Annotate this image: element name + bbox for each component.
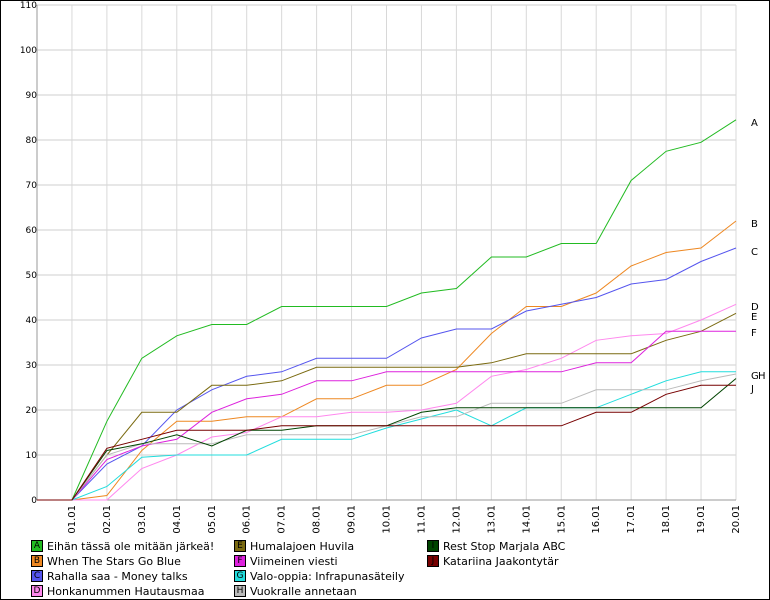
y-tick-label: 100 — [20, 46, 37, 56]
legend-swatch: A — [31, 540, 43, 552]
x-tick-label: 12.01 — [451, 505, 462, 534]
end-label-a: A — [751, 118, 758, 129]
x-tick-label: 01.01 — [67, 505, 78, 534]
legend-label: Katariina Jaakontytär — [443, 554, 559, 568]
legend-item-c: C Rahalla saa - Money talks — [31, 569, 188, 583]
legend-item-f: F Viimeinen viesti — [234, 554, 338, 568]
legend-swatch: G — [234, 570, 246, 582]
x-tick-label: 08.01 — [312, 505, 323, 534]
legend-label: When The Stars Go Blue — [47, 554, 181, 568]
x-tick-label: 15.01 — [556, 505, 567, 534]
end-label-f: F — [751, 328, 757, 339]
y-tick-label: 0 — [31, 496, 37, 506]
y-tick-label: 30 — [26, 361, 38, 371]
y-tick-label: 60 — [26, 226, 38, 236]
y-tick-label: 90 — [26, 91, 38, 101]
x-tick-label: 07.01 — [277, 505, 288, 534]
legend-swatch: B — [31, 555, 43, 567]
x-tick-label: 19.01 — [696, 505, 707, 534]
legend-swatch: F — [234, 555, 246, 567]
legend-label: Eihän tässä ole mitään järkeä! — [47, 539, 215, 553]
y-tick-label: 110 — [20, 1, 37, 11]
legend-label: Vuokralle annetaan — [250, 584, 357, 598]
x-tick-label: 10.01 — [382, 505, 393, 534]
legend-item-i: I Rest Stop Marjala ABC — [427, 539, 565, 553]
x-tick-label: 18.01 — [661, 505, 672, 534]
series-line-g — [37, 371, 736, 501]
x-tick-label: 17.01 — [626, 505, 637, 534]
x-tick-label: 20.01 — [731, 505, 742, 534]
legend-swatch: E — [234, 540, 246, 552]
legend-item-j: J Katariina Jaakontytär — [427, 554, 558, 568]
legend-label: Humalajoen Huvila — [250, 539, 355, 553]
legend-label: Valo-oppia: Infrapunasäteily — [250, 569, 405, 583]
legend-label: Honkanummen Hautausmaa — [47, 584, 205, 598]
legend-label: Viimeinen viesti — [250, 554, 338, 568]
legend-swatch: H — [234, 585, 246, 597]
legend-item-a: A Eihän tässä ole mitään järkeä! — [31, 539, 214, 553]
end-label-j: J — [750, 384, 754, 395]
series-line-e — [37, 312, 737, 501]
legend-item-g: G Valo-oppia: Infrapunasäteily — [234, 569, 404, 583]
end-label-e: E — [751, 312, 757, 323]
legend-item-b: B When The Stars Go Blue — [31, 554, 181, 568]
legend-swatch: C — [31, 570, 43, 582]
x-tick-label: 05.01 — [207, 505, 218, 534]
end-label-d: D — [751, 302, 759, 313]
y-tick-label: 10 — [26, 451, 38, 461]
y-tick-label: 80 — [26, 136, 38, 146]
legend-label: Rest Stop Marjala ABC — [443, 539, 566, 553]
y-tick-label: 70 — [26, 181, 38, 191]
legend-swatch: I — [427, 540, 439, 552]
x-tick-label: 06.01 — [242, 505, 253, 534]
x-tick-label: 11.01 — [416, 505, 427, 534]
legend-item-d: D Honkanummen Hautausmaa — [31, 584, 204, 598]
series-line-j — [37, 384, 736, 501]
x-tick-label: 16.01 — [591, 505, 602, 534]
line-chart: 0 10 20 30 40 50 60 70 80 90 100 110 01.01 02.01 03.01… — [20, 1, 766, 534]
legend-swatch: J — [427, 555, 439, 567]
end-label-b: B — [751, 219, 758, 230]
x-tick-label: 14.01 — [521, 505, 532, 534]
series-line-d — [37, 303, 737, 501]
legend-swatch: D — [31, 585, 43, 597]
x-tick-label: 04.01 — [172, 505, 183, 534]
x-tick-label: 13.01 — [486, 505, 497, 534]
x-tick-label: 02.01 — [102, 505, 113, 534]
y-tick-label: 20 — [26, 406, 38, 416]
end-label-h: H — [758, 371, 766, 382]
legend-item-h: H Vuokralle annetaan — [234, 584, 357, 598]
legend-item-e: E Humalajoen Huvila — [234, 539, 354, 553]
end-label-g: G — [751, 371, 759, 382]
end-label-c: C — [751, 247, 758, 258]
y-tick-label: 50 — [26, 271, 38, 281]
series-line-a — [37, 119, 737, 501]
x-tick-label: 03.01 — [137, 505, 148, 534]
y-tick-label: 40 — [26, 316, 38, 326]
legend-label: Rahalla saa - Money talks — [47, 569, 188, 583]
x-tick-label: 09.01 — [347, 505, 358, 534]
series-line-c — [37, 247, 737, 501]
